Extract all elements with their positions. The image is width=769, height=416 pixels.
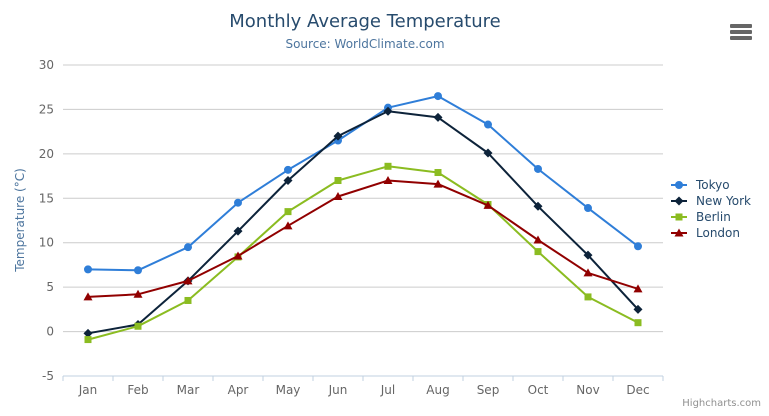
data-point-london[interactable] (83, 292, 93, 301)
data-point-tokyo[interactable] (134, 266, 142, 275)
data-point-berlin[interactable] (284, 208, 292, 216)
data-point-london[interactable] (583, 268, 593, 277)
legend: Tokyo New York Berlin London (671, 177, 751, 240)
data-point-tokyo[interactable] (534, 164, 542, 173)
highcharts-credit[interactable]: Highcharts.com (682, 398, 761, 409)
y-axis-tick-label: -5 (42, 369, 54, 383)
chart-subtitle: Source: WorldClimate.com (285, 37, 445, 51)
y-axis-tick-label: 25 (39, 102, 54, 116)
legend-label: Berlin (696, 209, 731, 224)
data-point-berlin[interactable] (634, 319, 642, 327)
data-point-berlin[interactable] (134, 322, 142, 330)
legend-symbol-diamond-icon (671, 196, 687, 205)
data-point-london[interactable] (433, 179, 443, 188)
hamburger-menu-icon (730, 36, 752, 40)
export-menu-button[interactable] (729, 22, 755, 42)
y-axis-tick-label: 10 (39, 236, 54, 250)
x-axis-tick-label: Mar (177, 383, 200, 397)
legend-label: Tokyo (696, 177, 730, 192)
legend-symbol-square-icon (671, 213, 687, 220)
legend-symbol-triangle-icon (671, 228, 687, 236)
x-axis-tick-label: Jan (78, 383, 98, 397)
data-point-new-york[interactable] (483, 148, 493, 158)
legend-symbol-marker (675, 213, 683, 220)
data-point-tokyo[interactable] (434, 92, 442, 101)
data-point-london[interactable] (133, 289, 143, 298)
data-point-london[interactable] (483, 200, 493, 209)
data-point-berlin[interactable] (584, 293, 592, 301)
data-point-london[interactable] (633, 284, 643, 293)
legend-label: New York (696, 193, 751, 208)
x-axis-tick-label: Jul (380, 383, 395, 397)
series-line-new-york[interactable] (87, 110, 639, 335)
x-axis-tick-label: Aug (426, 383, 449, 397)
x-axis-tick-label: Apr (228, 383, 249, 397)
y-axis-tick-label: 0 (46, 325, 54, 339)
data-point-new-york[interactable] (583, 250, 593, 260)
data-point-london[interactable] (533, 235, 543, 244)
x-axis-tick-label: Feb (127, 383, 148, 397)
y-axis-tick-label: 15 (39, 191, 54, 205)
series-line-berlin[interactable] (87, 165, 639, 341)
data-point-new-york[interactable] (333, 131, 343, 141)
data-point-berlin[interactable] (384, 162, 392, 170)
data-point-new-york[interactable] (633, 304, 643, 314)
y-axis-tick-label: 5 (46, 280, 54, 294)
data-point-tokyo[interactable] (484, 120, 492, 129)
x-axis-tick-label: May (276, 383, 301, 397)
x-axis-tick-label: Sep (477, 383, 500, 397)
data-point-tokyo[interactable] (84, 265, 92, 274)
data-point-london[interactable] (283, 221, 293, 230)
data-point-berlin[interactable] (84, 336, 92, 344)
data-point-new-york[interactable] (233, 226, 243, 236)
data-point-london[interactable] (383, 176, 393, 185)
x-axis-tick-label: Nov (576, 383, 599, 397)
data-point-new-york[interactable] (383, 106, 393, 116)
legend-item-london[interactable]: London (671, 225, 751, 240)
x-axis-tick-label: Dec (626, 383, 649, 397)
data-point-london[interactable] (183, 276, 193, 285)
hamburger-menu-icon (730, 30, 752, 34)
data-point-tokyo[interactable] (184, 243, 192, 252)
legend-symbol-marker (674, 228, 684, 236)
data-point-new-york[interactable] (433, 112, 443, 122)
data-point-berlin[interactable] (184, 296, 192, 304)
legend-item-tokyo[interactable]: Tokyo (671, 177, 751, 192)
data-point-tokyo[interactable] (234, 198, 242, 207)
data-point-new-york[interactable] (283, 176, 293, 186)
data-point-london[interactable] (333, 192, 343, 201)
chart-title: Monthly Average Temperature (229, 11, 501, 32)
legend-item-berlin[interactable]: Berlin (671, 209, 751, 224)
data-point-berlin[interactable] (534, 248, 542, 256)
legend-item-new-york[interactable]: New York (671, 193, 751, 208)
series-line-london[interactable] (87, 179, 639, 298)
series-line-tokyo[interactable] (87, 95, 639, 272)
legend-label: London (696, 225, 740, 240)
hamburger-menu-icon (730, 24, 752, 28)
data-point-london[interactable] (233, 251, 243, 260)
data-point-berlin[interactable] (334, 177, 342, 185)
x-axis-tick-label: Oct (528, 383, 549, 397)
data-point-tokyo[interactable] (584, 204, 592, 213)
y-axis-tick-label: 20 (39, 147, 54, 161)
data-point-tokyo[interactable] (284, 165, 292, 174)
y-axis-tick-label: 30 (39, 58, 54, 72)
x-axis-tick-label: Jun (328, 383, 348, 397)
data-point-tokyo[interactable] (634, 242, 642, 251)
data-point-new-york[interactable] (533, 201, 543, 211)
data-point-berlin[interactable] (434, 169, 442, 177)
legend-symbol-marker (675, 180, 683, 189)
legend-symbol-circle-icon (671, 180, 687, 189)
data-point-new-york[interactable] (83, 328, 93, 338)
legend-symbol-marker (674, 196, 684, 205)
